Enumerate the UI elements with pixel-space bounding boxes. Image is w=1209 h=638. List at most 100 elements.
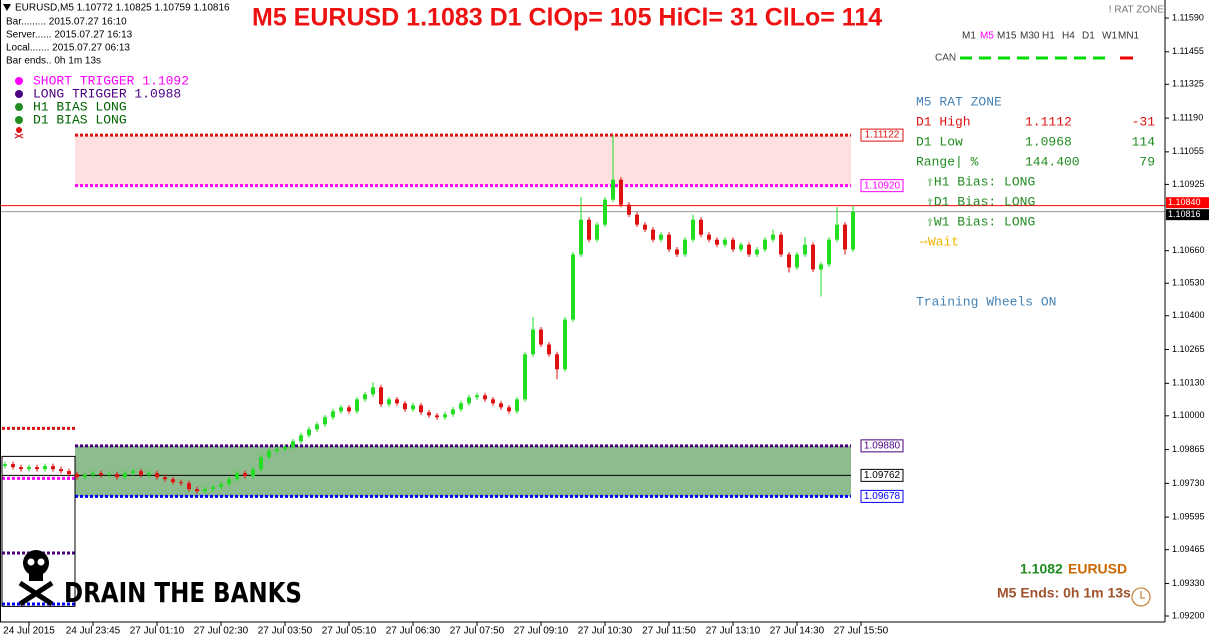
- candle-body: [819, 264, 823, 270]
- y-tick-label: 1.10530: [1172, 278, 1205, 288]
- candle-body: [659, 234, 663, 240]
- candle-body: [723, 239, 727, 245]
- y-tick-label: 1.10925: [1172, 179, 1205, 189]
- level-label: 1.09762: [864, 470, 901, 481]
- candle-body: [59, 469, 63, 472]
- candle-body: [211, 487, 215, 490]
- y-tick-label: 1.11455: [1172, 46, 1204, 56]
- candle-body: [3, 464, 7, 466]
- candle-body: [587, 219, 591, 240]
- candle-body: [235, 473, 239, 480]
- y-tick-label: 1.09330: [1172, 578, 1205, 588]
- candle-body: [523, 354, 527, 400]
- x-tick-label: 27 Jul 05:10: [322, 626, 377, 637]
- candle-body: [307, 429, 311, 436]
- candle-body: [667, 234, 671, 250]
- skull-logo: [18, 550, 54, 607]
- candle-body: [91, 473, 95, 476]
- candle-body: [731, 239, 735, 250]
- y-tick-label: 1.11590: [1172, 12, 1204, 22]
- candle-body: [163, 477, 167, 480]
- legend-text: D1 BIAS LONG: [33, 112, 127, 127]
- candle-body: [507, 407, 511, 412]
- candle-body: [355, 399, 359, 412]
- status-text: ⇨Wait: [920, 234, 959, 249]
- candle-body: [11, 464, 15, 468]
- candle-body: [851, 211, 855, 250]
- candle-body: [259, 457, 263, 470]
- candle-body: [67, 471, 71, 475]
- candle-body: [283, 447, 287, 450]
- candle-body: [347, 407, 351, 412]
- legend-dot: [15, 103, 23, 111]
- candle-body: [331, 411, 335, 418]
- candle-body: [51, 466, 55, 470]
- candle-body: [35, 467, 39, 470]
- legend-dot: [15, 90, 23, 98]
- candle-body: [27, 467, 31, 470]
- zone-label: 1.09880: [864, 440, 901, 451]
- legend-dot: [15, 77, 23, 85]
- candle-body: [499, 403, 503, 408]
- bias-text: ⇧D1 Bias: LONG: [926, 194, 1035, 209]
- info-line: Local....... 2015.07.27 06:13: [6, 43, 130, 54]
- x-tick-label: 27 Jul 03:50: [258, 626, 313, 637]
- candle-body: [539, 329, 543, 345]
- candle-body: [635, 214, 639, 225]
- candle-body: [83, 475, 87, 478]
- info-line: Bar ends.. 0h 1m 13s: [6, 56, 101, 67]
- training-text: Training Wheels ON: [916, 294, 1056, 309]
- panel-cell: 79: [1139, 154, 1155, 169]
- candle-body: [155, 473, 159, 478]
- x-tick-label: 27 Jul 11:50: [642, 626, 696, 637]
- y-tick-label: 1.09865: [1172, 444, 1205, 454]
- indicator-name: ! RAT ZONE: [1109, 5, 1165, 16]
- x-tick-label: 24 Jul 2015: [3, 626, 55, 637]
- x-tick-label: 27 Jul 13:10: [706, 626, 761, 637]
- x-tick-label: 27 Jul 09:10: [514, 626, 569, 637]
- candle-body: [363, 394, 367, 400]
- panel-cell: 144.400: [1025, 154, 1080, 169]
- candle-body: [19, 467, 23, 470]
- zone-label: 1.11122: [865, 130, 900, 141]
- candle-body: [411, 405, 415, 410]
- y-tick-label: 1.10000: [1172, 410, 1205, 420]
- candle-body: [483, 395, 487, 400]
- candle-body: [491, 399, 495, 404]
- candle-body: [595, 224, 599, 240]
- price-label: 1.10816: [1168, 209, 1201, 219]
- candle-body: [763, 239, 767, 250]
- candle-body: [339, 407, 343, 412]
- candle-body: [571, 254, 575, 320]
- candle-body: [419, 405, 423, 413]
- candle-body: [75, 474, 79, 478]
- panel-cell: 1.0968: [1025, 134, 1072, 149]
- panel-cell: 114: [1132, 134, 1156, 149]
- x-tick-label: 27 Jul 01:10: [130, 626, 185, 637]
- plot-area: [0, 133, 1165, 607]
- x-tick-label: 27 Jul 07:50: [450, 626, 505, 637]
- candle-body: [691, 219, 695, 240]
- candle-body: [395, 399, 399, 404]
- info-line: EURUSD,M5 1.10772 1.10825 1.10759 1.1081…: [15, 3, 230, 14]
- candle-body: [227, 479, 231, 485]
- y-tick-label: 1.10400: [1172, 310, 1205, 320]
- candle-body: [139, 471, 143, 476]
- candle-body: [531, 329, 535, 355]
- candle-body: [835, 224, 839, 240]
- legend-dot: [15, 116, 23, 124]
- y-tick-label: 1.11055: [1172, 146, 1204, 156]
- candle-body: [699, 219, 703, 235]
- candle-body: [475, 395, 479, 398]
- candle-body: [187, 483, 191, 490]
- timeframe: M30: [1020, 31, 1040, 42]
- candle-body: [123, 473, 127, 478]
- candle-body: [443, 414, 447, 418]
- y-tick-label: 1.10130: [1172, 378, 1205, 388]
- y-tick-label: 1.09595: [1172, 512, 1205, 522]
- candle-body: [243, 473, 247, 477]
- timeframe: M15: [997, 31, 1017, 42]
- info-line: Server...... 2015.07.27 16:13: [6, 30, 133, 41]
- zone-label: 1.10920: [864, 180, 901, 191]
- candle-body: [179, 482, 183, 484]
